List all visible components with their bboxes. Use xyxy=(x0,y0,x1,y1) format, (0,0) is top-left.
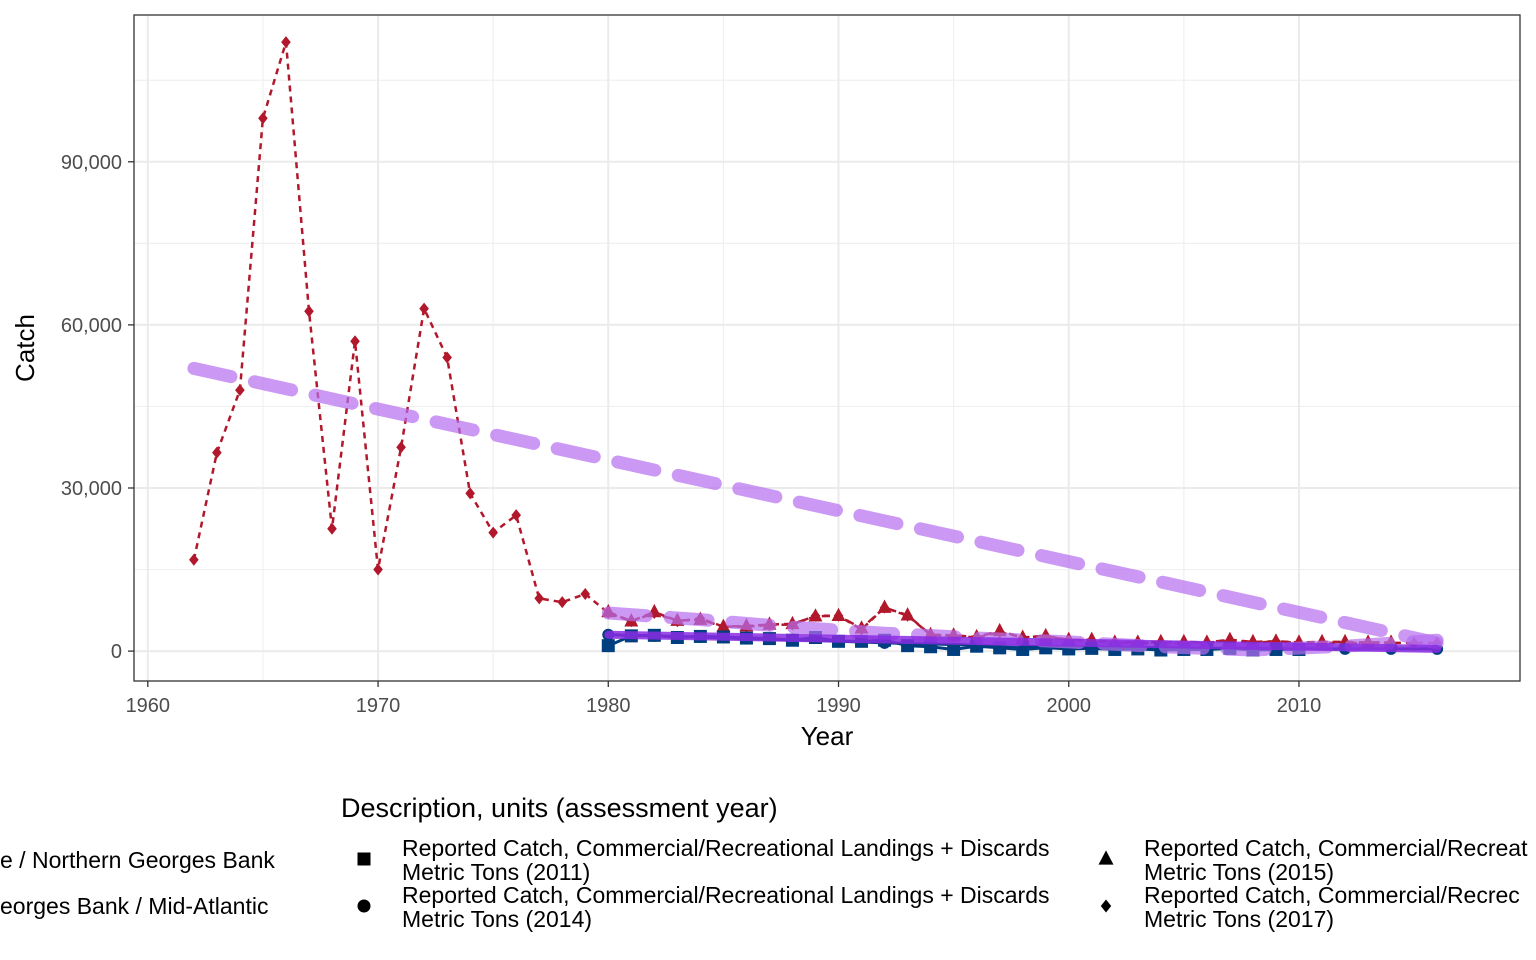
y-axis-title: Catch xyxy=(10,314,40,382)
data-point xyxy=(350,335,360,348)
minor-gridlines xyxy=(134,15,1520,681)
shape-legend: Reported Catch, Commercial/Recreational … xyxy=(357,835,1528,932)
data-point xyxy=(235,384,245,397)
legend-label-line1: Reported Catch, Commercial/Recrec xyxy=(1144,882,1520,908)
legend-key-triangle xyxy=(1098,850,1114,865)
data-point xyxy=(373,563,383,576)
data-point xyxy=(258,112,268,125)
data-point xyxy=(877,599,892,613)
plot-panel xyxy=(133,14,1521,682)
panel-background xyxy=(134,15,1520,681)
data-point xyxy=(304,305,314,318)
data-point xyxy=(488,526,498,539)
legend-label-line2: Metric Tons (2011) xyxy=(402,859,590,885)
data-point xyxy=(281,36,291,49)
data-point xyxy=(716,618,731,632)
data-point xyxy=(189,553,199,566)
y-tick-label: 90,000 xyxy=(61,152,122,174)
shape-legend-entry-diamond: Reported Catch, Commercial/RecrecMetric … xyxy=(1100,882,1520,932)
data-point xyxy=(442,351,452,364)
data-point xyxy=(557,596,568,609)
legend-label-line2: Metric Tons (2014) xyxy=(402,906,592,932)
data-point xyxy=(327,522,337,535)
region-legend-label: eorges Bank / Mid-Atlantic xyxy=(0,893,268,919)
shape-legend-entry-square: Reported Catch, Commercial/Recreational … xyxy=(357,835,1050,885)
legend-label-line2: Metric Tons (2015) xyxy=(1144,859,1334,885)
x-axis: 1960 1970 1980 1990 2000 2010 xyxy=(126,681,1322,717)
y-tick-label: 30,000 xyxy=(61,478,122,500)
legend-title: Description, units (assessment year) xyxy=(341,793,778,823)
region-legend-label: e / Northern Georges Bank xyxy=(0,847,275,873)
y-tick-label: 0 xyxy=(111,641,122,663)
data-point xyxy=(947,642,961,656)
x-tick-label: 1960 xyxy=(126,695,171,717)
series-trend-none-6 xyxy=(604,630,1442,653)
data-point xyxy=(534,592,545,605)
x-tick-label: 2010 xyxy=(1277,695,1322,717)
data-point xyxy=(580,588,591,601)
legend-key-square xyxy=(357,852,371,866)
data-point xyxy=(419,302,429,315)
legend: Description, units (assessment year) e /… xyxy=(0,793,1528,932)
data-point xyxy=(212,446,222,459)
data-point xyxy=(831,607,846,622)
major-gridlines xyxy=(134,15,1520,681)
legend-label-line1: Reported Catch, Commercial/Recreational … xyxy=(402,835,1050,861)
data-point xyxy=(601,639,615,653)
series-trend-none-4 xyxy=(187,361,1444,650)
legend-key-circle xyxy=(357,899,371,913)
legend-key-diamond xyxy=(1100,899,1112,913)
y-axis: 0 30,000 60,000 90,000 xyxy=(61,152,134,663)
data-point xyxy=(900,607,915,621)
data-point xyxy=(511,509,521,522)
legend-label-line1: Reported Catch, Commercial/Recreat xyxy=(1144,835,1528,861)
x-axis-title: Year xyxy=(801,721,854,751)
data-point xyxy=(808,608,823,622)
region-legend: e / Northern Georges Bank eorges Bank / M… xyxy=(0,847,275,919)
panel-border xyxy=(133,14,1521,682)
x-tick-label: 1980 xyxy=(586,695,631,717)
shape-legend-entry-triangle: Reported Catch, Commercial/RecreatMetric… xyxy=(1098,835,1528,885)
data-point xyxy=(396,441,406,454)
series-layer xyxy=(187,36,1444,657)
y-tick-label: 60,000 xyxy=(61,315,122,337)
legend-label-line2: Metric Tons (2017) xyxy=(1144,906,1334,932)
data-point xyxy=(465,487,475,500)
x-tick-label: 1990 xyxy=(816,695,861,717)
x-tick-label: 1970 xyxy=(356,695,401,717)
legend-label-line1: Reported Catch, Commercial/Recreational … xyxy=(402,882,1050,908)
series-line xyxy=(187,361,1444,650)
shape-legend-entry-circle: Reported Catch, Commercial/Recreational … xyxy=(357,882,1050,932)
x-tick-label: 2000 xyxy=(1046,695,1091,717)
series-line xyxy=(604,630,1442,653)
